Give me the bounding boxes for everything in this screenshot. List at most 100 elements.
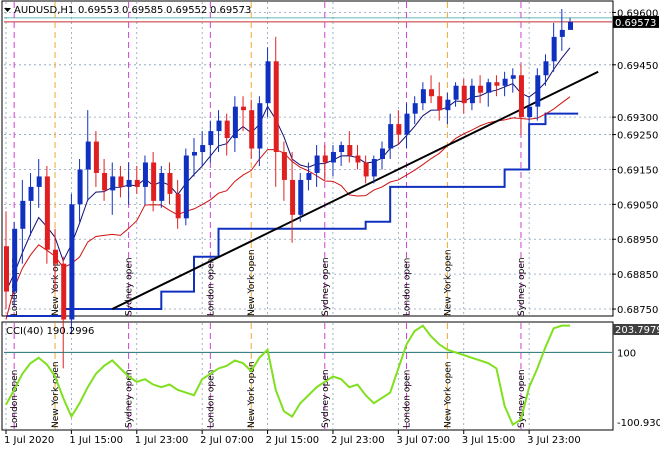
session-label: New York open (51, 249, 61, 316)
time-tick-label: 3 Jul 23:00 (527, 435, 581, 446)
session-label: London open (403, 258, 413, 316)
time-tick-label: 3 Jul 15:00 (462, 435, 516, 446)
ohlc-high: 0.69585 (122, 5, 163, 16)
price-tick-label: 0.68850 (617, 270, 658, 281)
session-label: New York open (443, 249, 453, 316)
candle-body (249, 110, 255, 149)
price-tick-label: 0.69050 (617, 200, 658, 211)
price-grid (4, 2, 612, 316)
time-tick-label: 2 Jul 15:00 (266, 435, 320, 446)
time-tick-label: 3 Jul 07:00 (396, 435, 450, 446)
collapse-arrow-icon[interactable] (4, 8, 11, 12)
last-price-label: 0.69573 (615, 18, 656, 29)
ohlc-low: 0.69552 (166, 5, 207, 16)
price-tick-label: 0.68750 (617, 305, 658, 316)
candle-body (224, 120, 230, 139)
price-tick-label: 0.69300 (617, 113, 658, 124)
ohlc-close: 0.69573 (210, 5, 251, 16)
candle-body (167, 172, 173, 194)
session-label: Sydney open (517, 257, 527, 316)
price-tick-label: 0.69600 (617, 8, 658, 19)
cci-title: CCI(40) 190.2996 (6, 326, 94, 337)
candles (4, 8, 573, 369)
candle-body (469, 85, 475, 104)
cci-line (4, 324, 612, 427)
cci-value-tag (613, 324, 659, 335)
trendline-segment (111, 70, 599, 310)
candle-body (175, 193, 181, 219)
candle-body (388, 124, 394, 149)
candle-body (273, 61, 279, 153)
time-tick-label: 2 Jul 07:00 (200, 435, 254, 446)
candle-body (159, 172, 165, 201)
price-tick-label: 0.69250 (617, 131, 658, 142)
cci-tick-label: -100.9306 (617, 418, 660, 429)
time-tick-label: 2 Jul 23:00 (331, 435, 385, 446)
candle-body (355, 155, 361, 163)
axis-labels: 0.69600 0.69450 0.69300 0.69250 0.69150 0.690… (4, 8, 660, 446)
candle-body (93, 141, 99, 173)
candle-body (412, 103, 418, 114)
candle-body (257, 103, 263, 149)
session-markers: London open London open New York open New Y… (10, 2, 527, 430)
candle-body (216, 120, 222, 132)
candle-body (142, 162, 148, 187)
session-label: London open (206, 258, 216, 316)
candle-body (118, 176, 124, 187)
candle-body (478, 85, 484, 93)
candle-body (151, 162, 157, 201)
session-label-cci: New York open (247, 361, 257, 428)
candle-body (330, 152, 336, 163)
candle-body (396, 124, 402, 135)
candle-body (502, 78, 508, 86)
candle-body (126, 179, 132, 187)
candle-body (486, 82, 492, 93)
candle-body (290, 179, 296, 215)
cci-tick-label: 100 (617, 348, 636, 359)
time-tick-label: 1 Jul 15:00 (69, 435, 123, 446)
candle-body (510, 75, 516, 79)
price-tick-label: 0.69150 (617, 165, 658, 176)
session-label-cci: New York open (443, 361, 453, 428)
session-label: Sydney open (321, 257, 331, 316)
chart-title: AUDUSD,H1 (14, 5, 74, 16)
candle-body (314, 155, 320, 173)
time-tick-label: 1 Jul 23:00 (135, 435, 189, 446)
price-tick-label: 0.69450 (617, 61, 658, 72)
candle-body (77, 169, 83, 205)
candle-body (53, 249, 59, 264)
candle-body (61, 263, 67, 320)
candle-body (420, 89, 426, 104)
session-label: Sydney open (125, 257, 135, 316)
candle-body (200, 145, 206, 153)
candle-body (380, 148, 385, 159)
cci-panel-bg (1, 321, 614, 431)
candle-body (429, 89, 435, 97)
candle-body (69, 204, 75, 320)
candle-body (453, 85, 459, 100)
candle-body (241, 106, 247, 111)
candle-body (543, 61, 549, 76)
candle-body (559, 29, 565, 37)
session-label-cci: London open (403, 370, 413, 428)
moving-average-lines (5, 47, 571, 320)
candle-body (322, 155, 328, 163)
candle-body (363, 162, 369, 177)
candle-body (192, 152, 197, 156)
candle-body (183, 155, 189, 219)
price-panel-bg (1, 0, 614, 317)
candle-body (4, 246, 9, 292)
session-label-cci: Sydney open (517, 369, 527, 428)
candle-body (12, 228, 18, 292)
candle-body (437, 96, 443, 111)
candle-body (371, 159, 377, 177)
candle-body (102, 172, 108, 191)
candle-body (306, 172, 312, 180)
candle-body (494, 82, 500, 86)
session-label-cci: Sydney open (125, 369, 135, 428)
candle-body (44, 176, 50, 250)
ma-fast-line (5, 47, 571, 292)
candle-body (110, 176, 116, 191)
candle-body (518, 75, 524, 118)
